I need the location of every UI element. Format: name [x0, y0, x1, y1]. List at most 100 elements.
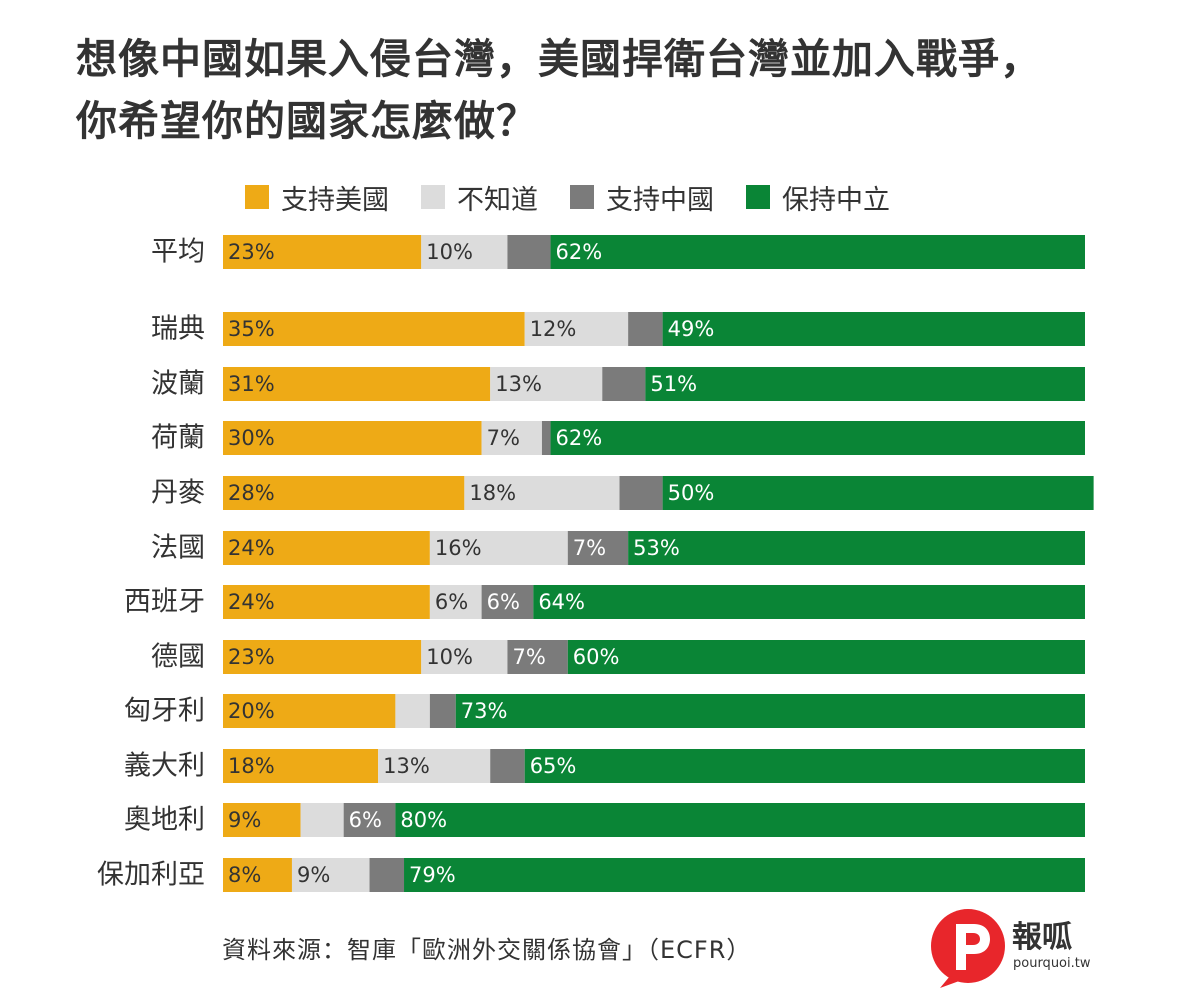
bar-segment-neutral	[645, 367, 1085, 401]
data-label: 23%	[228, 645, 275, 669]
category-label: 奧地利	[124, 805, 205, 836]
data-label: 62%	[556, 240, 603, 264]
bar-segment-dont-know	[395, 694, 430, 728]
legend-item-neutral: 保持中立	[746, 178, 890, 217]
source-note: 資料來源：智庫「歐洲外交關係協會」（ECFR）	[222, 936, 752, 964]
brand-url: pourquoi.tw	[1013, 956, 1091, 971]
legend-label-neutral: 保持中立	[782, 184, 890, 216]
bar-segment-dont-know	[429, 531, 568, 565]
bar-segment-dont-know	[490, 367, 603, 401]
category-label: 平均	[151, 237, 205, 268]
bar-segment-support-us	[223, 585, 430, 619]
bar-segment-dont-know	[429, 585, 482, 619]
bar-segment-dont-know	[464, 476, 620, 510]
bar-segment-neutral	[662, 476, 1094, 510]
bar-segment-support-us	[223, 421, 482, 455]
data-label: 65%	[530, 754, 577, 778]
data-label: 7%	[573, 536, 606, 560]
chart-title-line-2: 你希望你的國家怎麼做？	[76, 97, 538, 145]
data-label: 7%	[487, 426, 520, 450]
brand-logo: 報呱 pourquoi.tw	[928, 906, 1091, 996]
data-label: 20%	[228, 699, 275, 723]
data-label: 10%	[426, 240, 473, 264]
category-label: 法國	[151, 533, 205, 564]
bar-segment-support-us	[223, 694, 396, 728]
bar-segment-dont-know	[421, 235, 508, 269]
bar-segment-support-china	[628, 312, 663, 346]
bar-segment-neutral	[550, 421, 1085, 455]
bar-segment-support-us	[223, 803, 301, 837]
data-label: 6%	[349, 808, 382, 832]
bar-segment-support-us	[223, 235, 422, 269]
bar-segment-dont-know	[291, 858, 370, 892]
data-label: 7%	[512, 645, 545, 669]
data-label: 50%	[668, 481, 715, 505]
bar-segment-neutral	[533, 585, 1085, 619]
data-label: 9%	[297, 863, 330, 887]
data-label: 13%	[495, 372, 542, 396]
bar-segment-support-china	[602, 367, 646, 401]
category-label: 瑞典	[151, 314, 205, 345]
bar-segment-neutral	[567, 640, 1085, 674]
bar-segment-support-china	[343, 803, 396, 837]
data-label: 35%	[228, 317, 275, 341]
legend: 支持美國 不知道 支持中國 保持中立	[245, 178, 922, 217]
category-label: 匈牙利	[124, 696, 205, 727]
bar-segment-support-china	[369, 858, 405, 892]
data-label: 10%	[426, 645, 473, 669]
data-label: 62%	[556, 426, 603, 450]
bar-segment-support-china	[619, 476, 663, 510]
legend-label-support-china: 支持中國	[606, 184, 714, 216]
category-label: 義大利	[124, 751, 205, 782]
chart-title-line-1: 想像中國如果入侵台灣，美國捍衛台灣並加入戰爭，	[76, 35, 1042, 83]
bar-segment-dont-know	[481, 421, 542, 455]
bar-segment-support-us	[223, 476, 465, 510]
bar-segment-dont-know	[421, 640, 508, 674]
data-label: 23%	[228, 240, 275, 264]
data-label: 30%	[228, 426, 275, 450]
bar-segment-neutral	[628, 531, 1085, 565]
bar-segment-neutral	[662, 312, 1085, 346]
bar-segment-support-us	[223, 749, 379, 783]
category-label: 保加利亞	[97, 860, 205, 891]
data-label: 60%	[573, 645, 620, 669]
data-label: 18%	[469, 481, 516, 505]
brand-name: 報呱	[1012, 920, 1072, 955]
bar-segment-support-china	[507, 640, 568, 674]
legend-label-dont-know: 不知道	[457, 184, 538, 216]
data-label: 64%	[538, 590, 585, 614]
bar-segment-dont-know	[300, 803, 344, 837]
bar-segment-neutral	[550, 235, 1085, 269]
legend-swatch-dont-know	[421, 185, 445, 209]
bar-segment-neutral	[524, 749, 1085, 783]
data-label: 9%	[228, 808, 261, 832]
bar-segment-support-china	[429, 694, 456, 728]
data-label: 79%	[409, 863, 456, 887]
data-label: 12%	[530, 317, 577, 341]
legend-swatch-support-us	[245, 185, 269, 209]
pourquoi-logo-icon	[931, 909, 1005, 988]
bar-segment-support-china	[490, 749, 525, 783]
data-label: 53%	[633, 536, 680, 560]
bar-segment-dont-know	[378, 749, 491, 783]
category-label: 西班牙	[124, 587, 205, 618]
bar-segment-support-us	[223, 640, 422, 674]
data-label: 16%	[435, 536, 482, 560]
bar-segment-support-us	[223, 858, 292, 892]
data-label: 18%	[228, 754, 275, 778]
bar-segment-support-china	[541, 421, 551, 455]
data-label: 6%	[487, 590, 520, 614]
legend-item-dont-know: 不知道	[421, 178, 538, 217]
data-label: 73%	[461, 699, 508, 723]
data-label: 13%	[383, 754, 430, 778]
legend-label-support-us: 支持美國	[281, 184, 389, 216]
category-label: 德國	[151, 642, 205, 673]
data-label: 28%	[228, 481, 275, 505]
data-label: 51%	[650, 372, 697, 396]
legend-swatch-neutral	[746, 185, 770, 209]
category-label: 荷蘭	[151, 423, 205, 454]
bar-segment-support-china	[507, 235, 551, 269]
legend-item-support-us: 支持美國	[245, 178, 389, 217]
legend-item-support-china: 支持中國	[570, 178, 714, 217]
